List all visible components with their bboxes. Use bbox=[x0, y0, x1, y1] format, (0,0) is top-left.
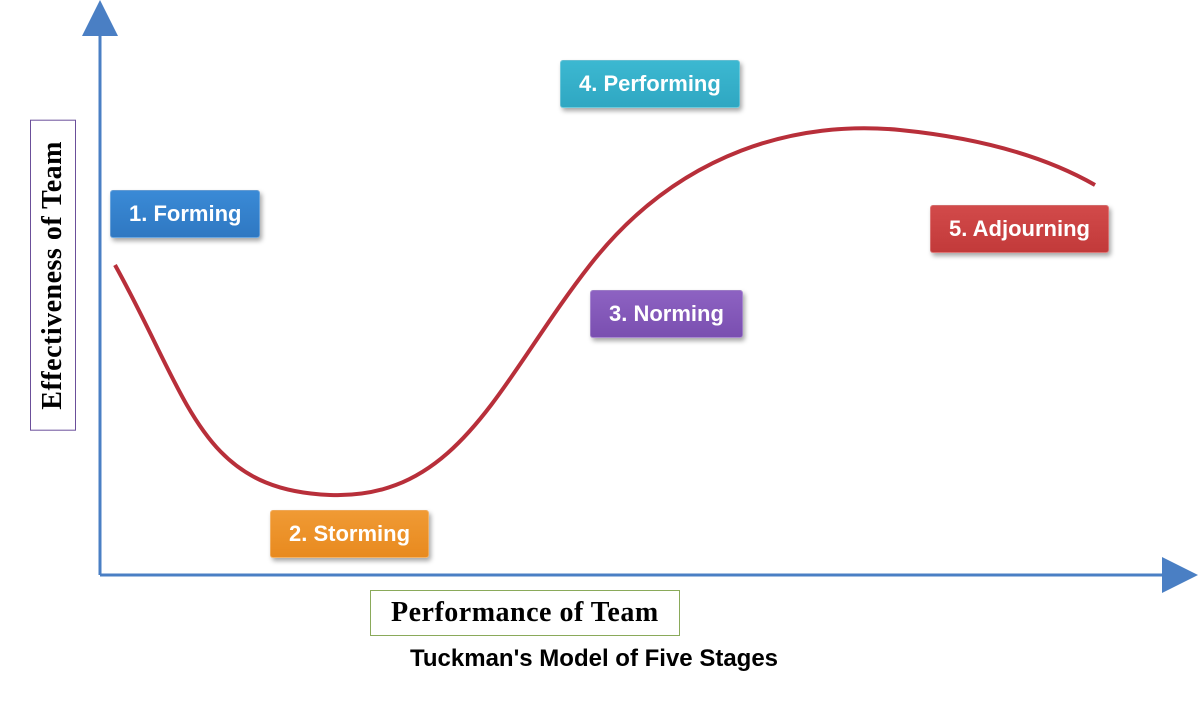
stage-forming: 1. Forming bbox=[110, 190, 260, 238]
stage-norming: 3. Norming bbox=[590, 290, 743, 338]
x-axis-label: Performance of Team bbox=[370, 590, 680, 636]
stage-performing: 4. Performing bbox=[560, 60, 740, 108]
stage-label: 5. Adjourning bbox=[949, 216, 1090, 241]
stage-storming: 2. Storming bbox=[270, 510, 429, 558]
stage-label: 1. Forming bbox=[129, 201, 241, 226]
stage-label: 3. Norming bbox=[609, 301, 724, 326]
diagram-caption: Tuckman's Model of Five Stages bbox=[410, 645, 778, 673]
stage-label: 4. Performing bbox=[579, 71, 721, 96]
stage-adjourning: 5. Adjourning bbox=[930, 205, 1109, 253]
stage-label: 2. Storming bbox=[289, 521, 410, 546]
y-axis-label: Effectiveness of Team bbox=[30, 120, 76, 431]
